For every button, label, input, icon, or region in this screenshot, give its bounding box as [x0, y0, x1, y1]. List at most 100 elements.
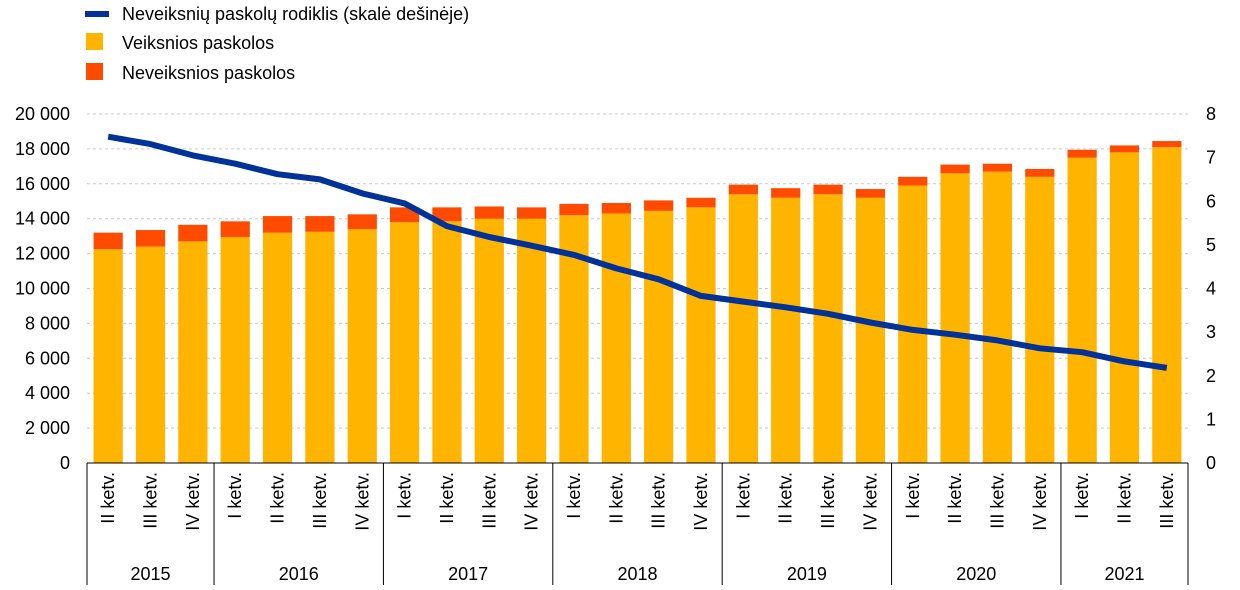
x-category-label: II ketv.: [606, 472, 626, 524]
x-category-label: III ketv.: [818, 472, 838, 529]
year-label: 2020: [956, 564, 996, 584]
bar-nonperforming: [262, 216, 293, 233]
bar-nonperforming: [135, 230, 166, 247]
x-category-label: III ketv.: [479, 472, 499, 529]
bar-performing: [898, 185, 928, 464]
bar-performing: [601, 213, 631, 463]
x-category-label: I ketv.: [225, 472, 245, 519]
y-right-tick-label: 4: [1206, 279, 1216, 299]
year-label: 2016: [279, 564, 319, 584]
bar-nonperforming: [813, 184, 843, 195]
y-right-tick-label: 0: [1206, 453, 1216, 473]
x-category-label: IV ketv.: [691, 472, 711, 531]
bar-performing: [940, 173, 970, 463]
legend-label-nonperforming: Neveiksnios paskolos: [122, 63, 295, 83]
bar-performing: [432, 221, 462, 463]
axes: 0 2 000 4 000 6 000 8 000 10 000 12 000 14 000 1…: [15, 104, 1216, 585]
x-category-label: II ketv.: [776, 472, 796, 524]
y-left-tick-label: 16 000: [15, 174, 70, 194]
x-category-label: I ketv.: [903, 472, 923, 519]
y-left-tick-label: 18 000: [15, 139, 70, 159]
x-category-label: I ketv.: [733, 472, 753, 519]
year-label: 2015: [130, 564, 170, 584]
bar-nonperforming: [982, 163, 1013, 172]
x-category-label: III ketv.: [649, 472, 669, 529]
year-label: 2018: [617, 564, 657, 584]
year-label: 2019: [787, 564, 827, 584]
x-category-label: IV ketv.: [352, 472, 372, 531]
x-category-label: II ketv.: [437, 472, 457, 524]
bar-nonperforming: [220, 221, 250, 238]
x-category-label: III ketv.: [1157, 472, 1177, 529]
y-right-tick-label: 7: [1206, 148, 1216, 168]
x-category-label: II ketv.: [1115, 472, 1135, 524]
bar-performing: [855, 197, 886, 463]
y-left-tick-label: 20 000: [15, 104, 70, 124]
x-category-label: IV ketv.: [860, 472, 880, 531]
y-right-tick-label: 8: [1206, 104, 1216, 124]
bar-nonperforming: [178, 224, 208, 242]
bar-nonperforming: [940, 164, 970, 174]
bar-performing: [982, 171, 1013, 463]
bar-nonperforming: [771, 188, 801, 198]
x-category-label: IV ketv.: [1030, 472, 1050, 531]
x-category-label: III ketv.: [310, 472, 330, 529]
y-left-tick-label: 4 000: [25, 383, 70, 403]
bar-nonperforming: [305, 216, 335, 232]
bar-performing: [1025, 176, 1055, 463]
bar-nonperforming: [1025, 168, 1055, 177]
bar-performing: [474, 218, 504, 463]
bar-performing: [1109, 152, 1140, 463]
bar-performing: [517, 218, 547, 463]
bar-nonperforming: [601, 202, 631, 214]
bar-nonperforming: [728, 184, 758, 195]
y-left-tick-label: 6 000: [25, 348, 70, 368]
y-left-tick-label: 2 000: [25, 418, 70, 438]
bar-nonperforming: [93, 232, 123, 250]
x-category-label: II ketv.: [98, 472, 118, 524]
bar-performing: [135, 246, 166, 463]
bar-performing: [305, 231, 335, 463]
npl-ratio-line: [107, 133, 1168, 371]
bar-performing: [813, 194, 843, 463]
bar-nonperforming: [559, 203, 589, 216]
y-left-tick-label: 8 000: [25, 313, 70, 333]
y-right-tick-label: 5: [1206, 235, 1216, 255]
legend: Neveiksnių paskolų rodiklis (skalė dešin…: [85, 4, 469, 83]
y-right-tick-label: 1: [1206, 409, 1216, 429]
y-left-tick-label: 12 000: [15, 244, 70, 264]
y-left-tick-label: 14 000: [15, 209, 70, 229]
bar-nonperforming: [686, 197, 716, 208]
bar-performing: [178, 241, 208, 463]
bar-nonperforming: [474, 206, 504, 219]
x-category-label: IV ketv.: [183, 472, 203, 531]
bar-nonperforming: [517, 207, 547, 219]
legend-swatch-performing: [86, 33, 103, 50]
x-category-label: I ketv.: [564, 472, 584, 519]
bar-nonperforming: [644, 200, 674, 211]
x-category-label: I ketv.: [1072, 472, 1092, 519]
bars: [93, 141, 1182, 464]
bar-nonperforming: [432, 207, 462, 222]
y-left-tick-label: 10 000: [15, 279, 70, 299]
bar-nonperforming: [347, 214, 377, 230]
y-right-tick-label: 2: [1206, 366, 1216, 386]
x-category-label: I ketv.: [395, 472, 415, 519]
bar-nonperforming: [855, 189, 886, 198]
bar-performing: [220, 237, 250, 463]
legend-label-performing: Veiksnios paskolos: [122, 33, 274, 53]
x-category-label: III ketv.: [141, 472, 161, 529]
y-right-tick-label: 6: [1206, 191, 1216, 211]
bar-performing: [686, 207, 716, 463]
legend-swatch-nonperforming: [86, 63, 103, 80]
bar-performing: [1067, 157, 1097, 463]
bar-nonperforming: [1067, 149, 1097, 158]
bar-performing: [1152, 147, 1182, 463]
y-left-tick-label: 0: [60, 453, 70, 473]
bar-nonperforming: [898, 176, 928, 186]
bar-nonperforming: [389, 207, 420, 223]
bar-performing: [347, 229, 377, 463]
bar-performing: [389, 222, 420, 463]
bar-nonperforming: [1109, 145, 1140, 153]
